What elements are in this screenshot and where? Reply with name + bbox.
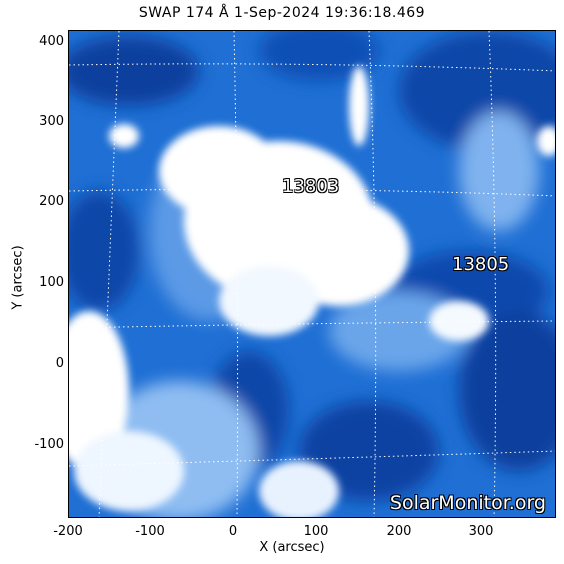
y-tick-label: 400 xyxy=(39,34,64,49)
y-tick-label: 200 xyxy=(39,194,64,209)
watermark: SolarMonitor.org xyxy=(389,492,546,514)
y-axis-label: Y (arcsec) xyxy=(10,245,26,310)
solar-image xyxy=(69,31,555,517)
y-tick-label: -100 xyxy=(34,437,64,452)
x-tick-label: -200 xyxy=(53,524,83,539)
y-tick-label: 300 xyxy=(39,114,64,129)
x-tick-label: 100 xyxy=(303,524,329,539)
y-tick-label: 0 xyxy=(55,356,64,371)
solar-image-plot xyxy=(68,30,556,518)
active-region-label: 13803 xyxy=(282,176,340,197)
x-tick-label: 0 xyxy=(228,524,238,539)
plot-title: SWAP 174 Å 1-Sep-2024 19:36:18.469 xyxy=(138,5,426,21)
x-tick-label: -100 xyxy=(135,524,165,539)
active-region-label: 13805 xyxy=(452,254,510,275)
y-tick-label: 100 xyxy=(39,275,64,290)
x-axis-label: X (arcsec) xyxy=(259,540,325,555)
x-tick-label: 300 xyxy=(468,524,494,539)
x-tick-label: 200 xyxy=(386,524,412,539)
